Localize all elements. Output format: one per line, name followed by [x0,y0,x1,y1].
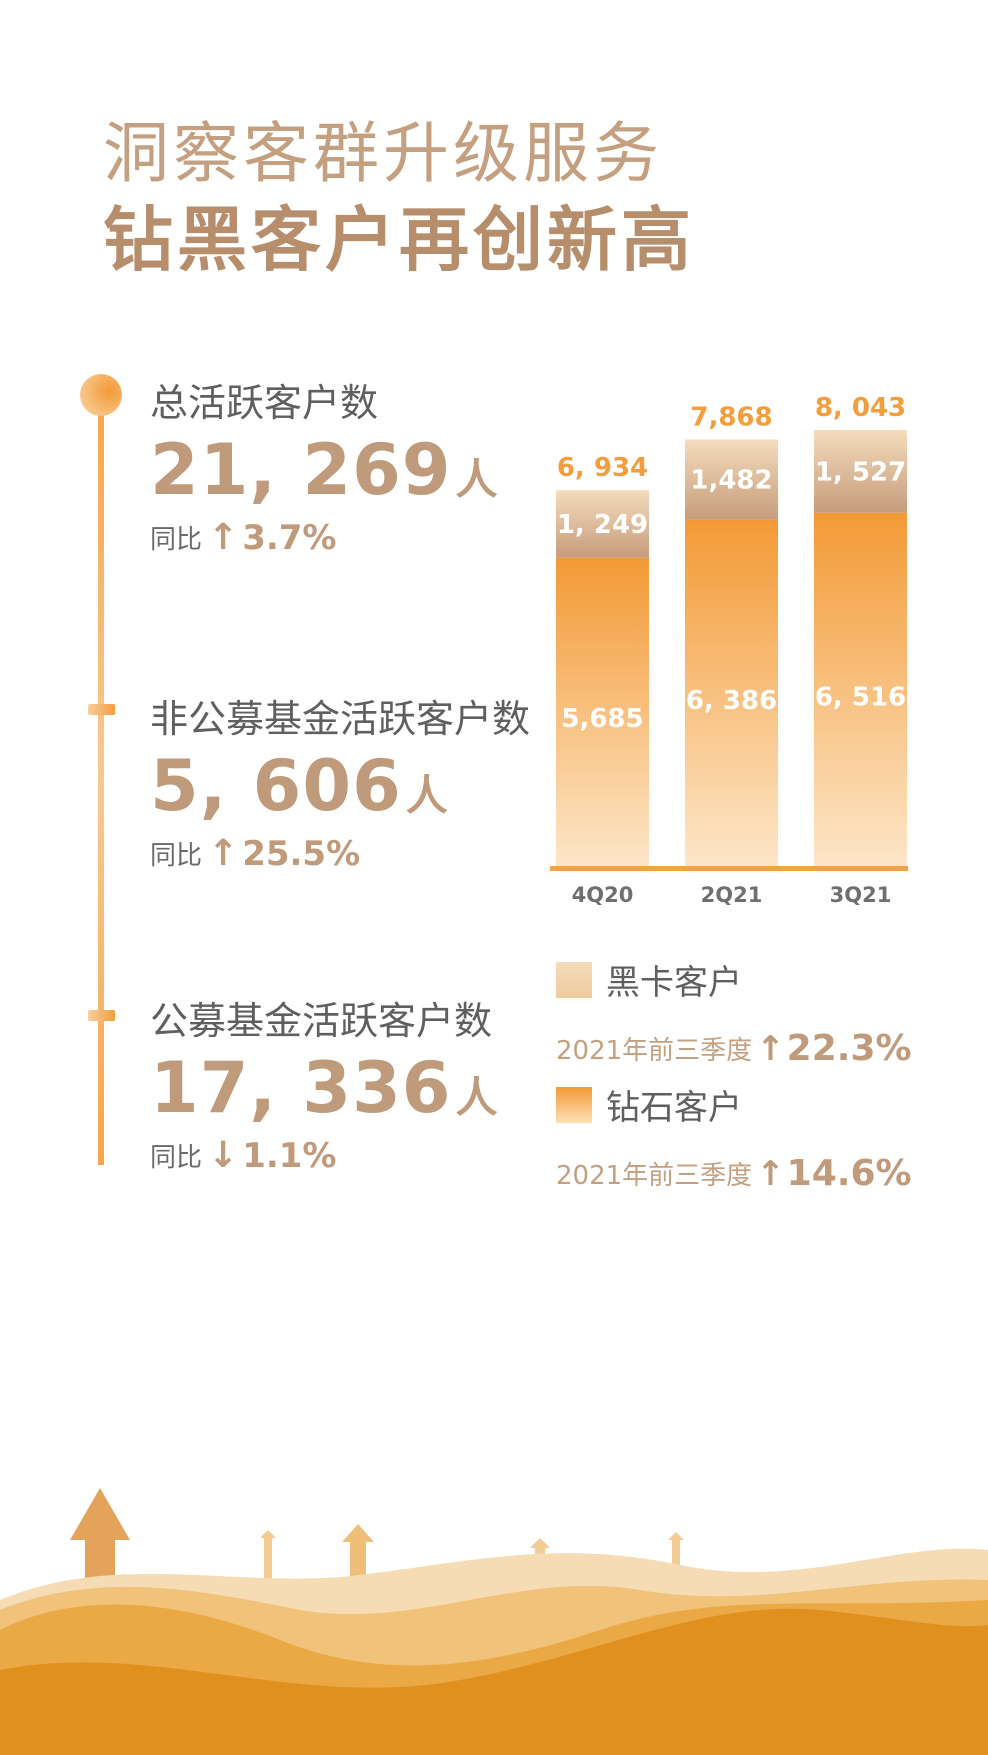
metric-number: 5, 606 [150,745,402,827]
metric-unit: 人 [405,771,448,820]
stacked-bar-chart: 5,685 1, 249 6, 934 6, 386 1,482 7,868 6, 516 1… [550,393,908,907]
legend-name: 钻石客户 [606,1088,742,1128]
metric-label: 公募基金活跃客户数 [150,999,493,1043]
timeline-line [98,395,104,1165]
bar-black-card [685,439,778,520]
data-label-black-card: 1, 249 [557,510,648,540]
arrow-down-icon: ↓ [208,1135,239,1176]
metric-total-active-clients: 总活跃客户数 21, 269人 同比 ↑ 3.7% [150,372,498,558]
timeline-dot [80,374,122,416]
yoy-label: 同比 [150,841,203,871]
legend-growth-label: 2021年前三季度 [556,1161,753,1191]
x-tick-label: 2Q21 [701,883,763,907]
timeline-tick [88,1010,115,1021]
metric-yoy: 同比 ↓ 1.1% [150,1135,498,1176]
data-label-black-card: 1, 527 [815,457,906,487]
x-tick-label: 3Q21 [830,883,892,907]
legend-name: 黑卡客户 [606,963,742,1003]
metric-non-public-fund-clients: 非公募基金活跃客户数 5, 606人 同比 ↑ 25.5% [150,688,530,874]
legend-swatch [556,1086,592,1123]
metric-label: 总活跃客户数 [150,381,379,425]
arrow-up-icon: ↑ [756,1028,785,1069]
legend-growth-percent: 14.6% [786,1153,912,1194]
legend-growth-label: 2021年前三季度 [556,1036,753,1066]
bar-diamond [814,512,907,866]
arrow-up-icon: ↑ [208,833,239,874]
data-label-black-card: 1,482 [690,466,772,496]
page-title-line1: 洞察客群升级服务 [103,115,663,192]
hill-front [0,1608,988,1755]
metric-unit: 人 [455,455,498,504]
data-label-diamond: 6, 516 [815,682,906,712]
yoy-percent: 1.1% [242,1135,337,1176]
metric-yoy: 同比 ↑ 25.5% [150,833,530,874]
data-label-total: 6, 934 [557,453,648,483]
bar-diamond [685,519,778,866]
metric-number: 21, 269 [150,429,452,511]
metric-unit: 人 [455,1073,498,1122]
yoy-label: 同比 [150,525,203,555]
metric-value: 17, 336人 [150,1053,498,1123]
metric-public-fund-clients: 公募基金活跃客户数 17, 336人 同比 ↓ 1.1% [150,990,498,1176]
metric-yoy: 同比 ↑ 3.7% [150,517,498,558]
data-label-diamond: 5,685 [561,704,643,734]
page-title-line2: 钻黑客户再创新高 [103,199,695,281]
yoy-percent: 25.5% [242,833,361,874]
data-label-diamond: 6, 386 [686,686,777,716]
legend-diamond: 钻石客户 2021年前三季度 ↑ 14.6% [556,1080,912,1194]
arrow-up-icon [260,1530,276,1580]
metric-value: 5, 606人 [150,751,530,821]
legend-black-card: 黑卡客户 2021年前三季度 ↑ 22.3% [556,955,912,1069]
legend-swatch [556,961,592,998]
bar-black-card [556,490,649,558]
timeline-tick [88,704,115,715]
decorative-hills [0,1488,988,1755]
arrow-up-icon: ↑ [208,517,239,558]
bar-diamond [556,557,649,866]
legend-growth-percent: 22.3% [786,1028,912,1069]
arrow-up-icon: ↑ [756,1153,785,1194]
x-tick-label: 4Q20 [572,883,634,907]
yoy-percent: 3.7% [242,517,337,558]
metric-label: 非公募基金活跃客户数 [150,697,531,741]
yoy-label: 同比 [150,1143,203,1173]
metric-value: 21, 269人 [150,435,498,505]
x-axis-line [550,866,908,871]
bar-black-card [814,430,907,513]
data-label-total: 8, 043 [815,393,906,423]
data-label-total: 7,868 [690,402,772,432]
metric-number: 17, 336 [150,1047,452,1129]
